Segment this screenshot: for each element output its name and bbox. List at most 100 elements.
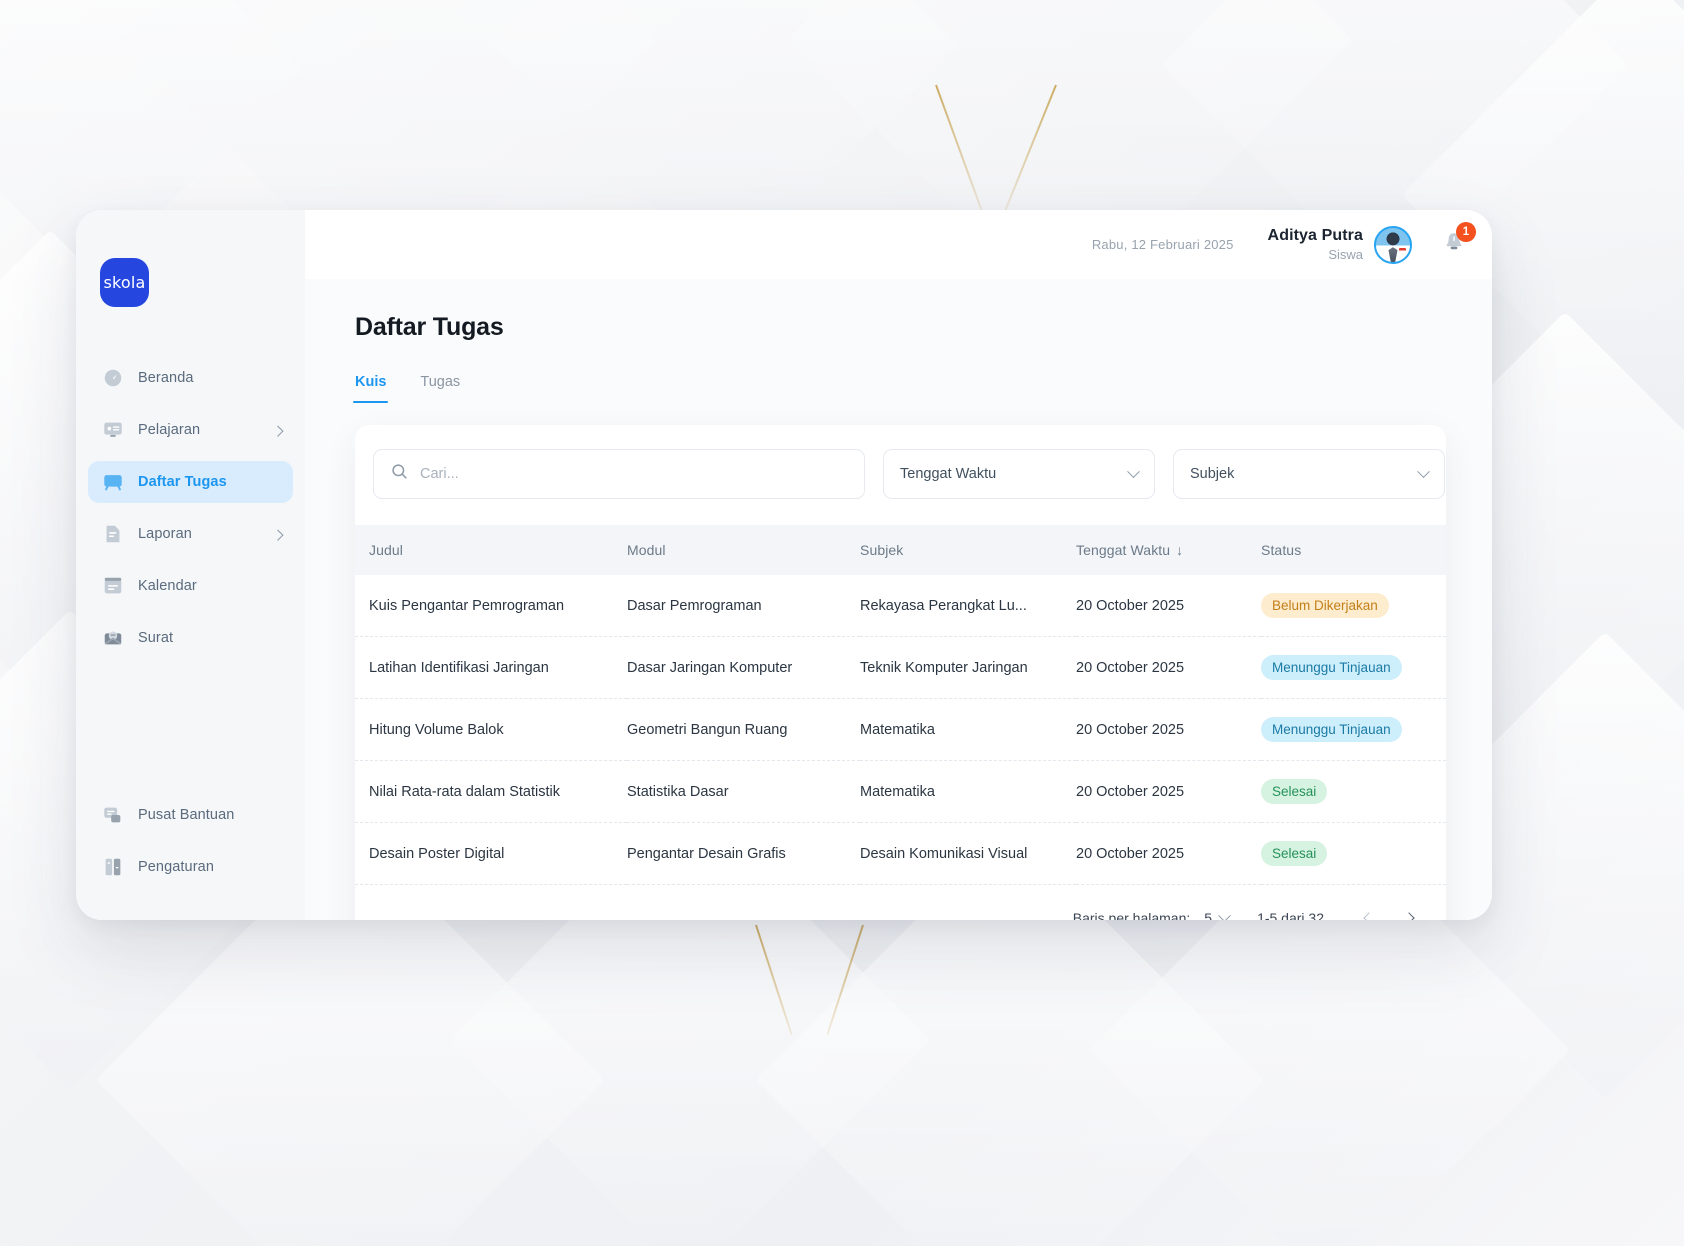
sidebar-bottom-nav: Pusat Bantuan Pengaturan [76, 794, 305, 898]
column-header-modul[interactable]: Modul [627, 525, 860, 575]
previous-page-button[interactable] [1356, 905, 1382, 920]
sidebar-item-beranda[interactable]: Beranda [88, 357, 293, 399]
sidebar-item-label: Pengaturan [138, 859, 214, 875]
help-icon [102, 804, 124, 826]
mail-icon [102, 627, 124, 649]
due-date-filter-label: Tenggat Waktu [900, 466, 997, 482]
sort-descending-icon: ↓ [1176, 542, 1184, 558]
column-header-subjek[interactable]: Subjek [860, 525, 1076, 575]
cell-modul: Geometri Bangun Ruang [627, 698, 860, 761]
tasks-card: Tenggat Waktu Subjek Judul Modul Subjek [355, 425, 1446, 920]
cell-tenggat: 20 October 2025 [1076, 822, 1261, 885]
cell-subjek: Matematika [860, 760, 1076, 823]
topbar: Rabu, 12 Februari 2025 Aditya Putra Sisw… [305, 210, 1492, 279]
page-title: Daftar Tugas [355, 313, 504, 341]
column-header-status[interactable]: Status [1261, 525, 1446, 575]
bell-icon [1442, 233, 1466, 258]
app-window: skola Beranda Pe [76, 210, 1492, 920]
cell-judul: Nilai Rata-rata dalam Statistik [355, 760, 627, 823]
cell-tenggat: 20 October 2025 [1076, 760, 1261, 823]
cell-subjek: Matematika [860, 698, 1076, 761]
sidebar-item-label: Beranda [138, 370, 194, 386]
table-row[interactable]: Latihan Identifikasi Jaringan Dasar Jari… [355, 636, 1446, 699]
cell-judul: Latihan Identifikasi Jaringan [355, 636, 627, 699]
sidebar-item-label: Pelajaran [138, 422, 201, 438]
rows-per-page-label: Baris per halaman: [1072, 910, 1191, 920]
status-badge: Belum Dikerjakan [1261, 593, 1389, 618]
flag-badge [1399, 247, 1406, 253]
chevron-right-icon [1403, 912, 1415, 920]
table-header-row: Judul Modul Subjek Tenggat Waktu ↓ Status [355, 525, 1446, 575]
sidebar-item-pengaturan[interactable]: Pengaturan [88, 846, 293, 888]
subject-filter-label: Subjek [1190, 466, 1235, 482]
search-input[interactable] [420, 466, 848, 482]
table-row[interactable]: Hitung Volume Balok Geometri Bangun Ruan… [355, 698, 1446, 761]
cell-modul: Pengantar Desain Grafis [627, 822, 860, 885]
tab-kuis[interactable]: Kuis [352, 374, 389, 403]
table-body: Kuis Pengantar Pemrograman Dasar Pemrogr… [355, 575, 1446, 885]
chevron-right-icon [272, 529, 284, 541]
subject-filter[interactable]: Subjek [1173, 449, 1445, 499]
pagination: Baris per halaman: 5 1-5 dari 32 [355, 885, 1446, 920]
sidebar-item-label: Daftar Tugas [138, 474, 227, 490]
cell-tenggat: 20 October 2025 [1076, 698, 1261, 761]
tab-bar: Kuis Tugas [352, 374, 1446, 403]
sidebar-item-daftar-tugas[interactable]: Daftar Tugas [88, 461, 293, 503]
user-role: Siswa [1328, 247, 1363, 262]
cell-status: Menunggu Tinjauan [1261, 636, 1446, 699]
rows-per-page-select[interactable]: 5 [1204, 908, 1231, 920]
chevron-right-icon [272, 425, 284, 437]
status-badge: Selesai [1261, 779, 1328, 804]
next-page-button[interactable] [1396, 905, 1422, 920]
sidebar-item-label: Pusat Bantuan [138, 807, 235, 823]
avatar[interactable] [1374, 225, 1412, 264]
chevron-down-icon [1417, 464, 1430, 478]
due-date-filter[interactable]: Tenggat Waktu [883, 449, 1155, 499]
cell-tenggat: 20 October 2025 [1076, 575, 1261, 637]
sidebar-item-surat[interactable]: Surat [88, 617, 293, 659]
cell-subjek: Rekayasa Perangkat Lu... [860, 575, 1076, 637]
lesson-icon [102, 419, 124, 441]
report-icon [102, 523, 124, 545]
search-icon [390, 462, 409, 486]
cell-subjek: Desain Komunikasi Visual [860, 822, 1076, 885]
status-badge: Menunggu Tinjauan [1261, 655, 1402, 680]
cell-status: Belum Dikerjakan [1261, 575, 1446, 637]
dashboard-icon [102, 367, 124, 389]
tasks-icon [102, 471, 124, 493]
cell-status: Menunggu Tinjauan [1261, 698, 1446, 761]
page-content: Daftar Tugas Kuis Tugas Tenggat Waktu [305, 279, 1492, 920]
tab-tugas[interactable]: Tugas [420, 374, 461, 390]
sidebar-item-pelajaran[interactable]: Pelajaran [88, 409, 293, 451]
sidebar-item-label: Laporan [138, 526, 192, 542]
column-header-tenggat-waktu[interactable]: Tenggat Waktu ↓ [1076, 525, 1261, 575]
cell-modul: Dasar Pemrograman [627, 575, 860, 637]
user-name: Aditya Putra [1267, 227, 1363, 244]
search-box[interactable] [373, 449, 865, 499]
chevron-down-icon [1218, 908, 1231, 920]
main-area: Rabu, 12 Februari 2025 Aditya Putra Sisw… [305, 210, 1492, 920]
table-row[interactable]: Nilai Rata-rata dalam Statistik Statisti… [355, 760, 1446, 823]
table-row[interactable]: Desain Poster Digital Pengantar Desain G… [355, 822, 1446, 885]
sidebar-item-label: Kalendar [138, 578, 197, 594]
rows-per-page-value: 5 [1204, 910, 1213, 920]
tasks-table: Judul Modul Subjek Tenggat Waktu ↓ Status… [355, 525, 1446, 885]
table-row[interactable]: Kuis Pengantar Pemrograman Dasar Pemrogr… [355, 575, 1446, 637]
cell-modul: Statistika Dasar [627, 760, 860, 823]
chevron-left-icon [1363, 912, 1375, 920]
app-logo[interactable]: skola [100, 258, 149, 307]
filter-bar: Tenggat Waktu Subjek [355, 449, 1446, 525]
sidebar-item-pusat-bantuan[interactable]: Pusat Bantuan [88, 794, 293, 836]
status-badge: Selesai [1261, 841, 1328, 866]
sidebar-item-laporan[interactable]: Laporan [88, 513, 293, 555]
cell-subjek: Teknik Komputer Jaringan [860, 636, 1076, 699]
notification-badge: 1 [1456, 222, 1476, 242]
notifications-button[interactable]: 1 [1442, 222, 1476, 259]
cell-judul: Desain Poster Digital [355, 822, 627, 885]
current-date: Rabu, 12 Februari 2025 [1091, 237, 1234, 252]
table-head: Judul Modul Subjek Tenggat Waktu ↓ Status [355, 525, 1446, 575]
column-header-tenggat-label: Tenggat Waktu [1076, 542, 1171, 558]
user-profile[interactable]: Aditya Putra Siswa [1267, 225, 1412, 264]
sidebar-item-kalendar[interactable]: Kalendar [88, 565, 293, 607]
column-header-judul[interactable]: Judul [355, 525, 627, 575]
